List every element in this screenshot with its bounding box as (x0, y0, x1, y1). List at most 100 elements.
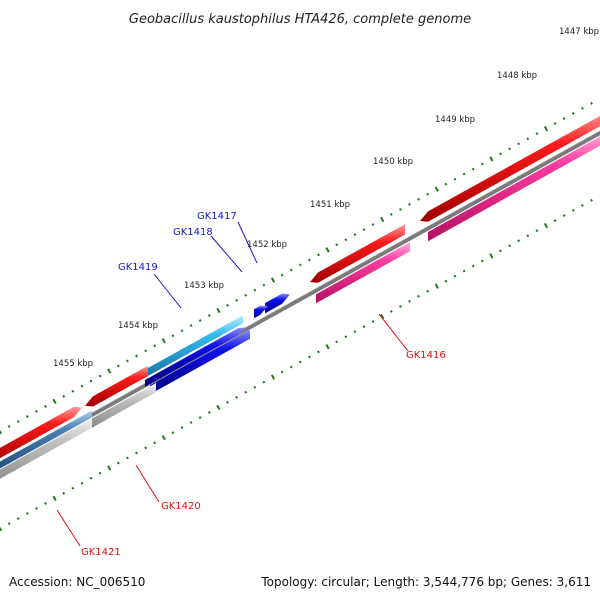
gene-gk1419[interactable] (140, 315, 243, 381)
gene-red-left[interactable] (0, 406, 82, 464)
ruler-tick (499, 152, 502, 156)
ruler-tick (89, 379, 93, 383)
ruler-tick (280, 370, 284, 374)
ruler-tick (408, 202, 411, 206)
ruler-tick (71, 486, 75, 490)
ruler-tick (189, 324, 193, 328)
ruler-tick (80, 481, 84, 485)
ruler-tick (244, 390, 248, 394)
ruler-tick (389, 213, 393, 216)
kbp-label: 1450 kbp (373, 157, 413, 167)
ruler-tick (489, 253, 494, 259)
gene-pink-mid[interactable] (316, 242, 410, 304)
ruler-tick (462, 269, 466, 273)
ruler-tick (353, 233, 357, 237)
ruler-tick (317, 350, 320, 354)
gene-label-gk1416[interactable]: GK1416 (406, 350, 446, 361)
ruler-tick (270, 277, 276, 283)
gene-track (0, 110, 600, 485)
ruler-tick (571, 112, 575, 115)
ruler-tick (16, 420, 20, 423)
gene-label-gk1417[interactable]: GK1417 (197, 211, 237, 222)
gene-gk1421-steel[interactable] (0, 410, 92, 475)
ruler-tick (235, 298, 238, 302)
ruler-tick (135, 354, 138, 358)
ruler-tick (262, 283, 266, 287)
gk1417-leader (237, 221, 258, 264)
ruler-tick (207, 314, 211, 317)
gk1416-leader (378, 313, 409, 352)
ruler-tick (253, 385, 257, 389)
ruler-tick (344, 335, 348, 339)
ruler-tick (0, 429, 3, 435)
accession-text: Accession: NC_006510 (9, 575, 146, 589)
kbp-label: 1453 kbp (184, 281, 224, 291)
ruler-tick (116, 364, 120, 368)
ruler-tick (408, 299, 411, 303)
ruler-tick (426, 192, 430, 196)
ruler-tick (526, 137, 530, 141)
ruler-tick (7, 425, 11, 429)
gene-label-gk1418[interactable]: GK1418 (173, 227, 213, 238)
gene-blue-a[interactable] (145, 327, 246, 387)
ruler-tick (453, 274, 457, 278)
ruler-tick (244, 293, 248, 297)
gk1420-leader (135, 464, 160, 503)
gene-gk1416-lower[interactable] (310, 224, 405, 283)
ruler-tick (471, 264, 475, 268)
ruler-tick (289, 365, 293, 369)
ruler-tick (98, 471, 102, 475)
ruler-tick (489, 156, 494, 162)
gene-gk1417[interactable] (265, 293, 290, 314)
gene-label-gk1421[interactable]: GK1421 (81, 547, 121, 558)
ruler-tick (216, 404, 221, 411)
backbone-line (0, 131, 600, 469)
gene-label-gk1420[interactable]: GK1420 (161, 501, 201, 512)
ruler-tick (308, 258, 311, 262)
ruler-tick (571, 209, 575, 212)
gene-gray-mid[interactable] (92, 383, 156, 428)
kbp-label: 1451 kbp (310, 200, 350, 210)
gene-gk1416-upper[interactable] (420, 110, 600, 222)
ruler-tick (308, 355, 311, 359)
ruler-tick (371, 223, 375, 226)
ruler-tick (389, 310, 393, 313)
kbp-label: 1449 kbp (435, 115, 475, 125)
gene-gk1418[interactable] (254, 305, 268, 319)
ruler-tick (325, 344, 330, 350)
ruler-tick (52, 398, 57, 404)
ruler-tick (62, 394, 66, 398)
ruler-tick (135, 451, 138, 455)
ruler-tick (590, 101, 593, 105)
ruler-tick (581, 204, 584, 207)
ruler-tick (325, 247, 330, 253)
ruler-tick (434, 283, 439, 289)
ruler-tick (434, 186, 439, 192)
ruler-tick (161, 338, 166, 344)
gene-pink-right[interactable] (428, 131, 600, 242)
ruler-tick (543, 125, 549, 132)
ruler-tick (399, 208, 402, 211)
ruler-tick (198, 319, 202, 322)
ruler-tick (526, 234, 530, 238)
gene-gk1420[interactable] (85, 365, 148, 407)
ruler-tick (508, 147, 511, 151)
ruler-tick (235, 395, 238, 399)
gene-blue-b[interactable] (150, 329, 250, 395)
ruler-tick (153, 441, 157, 445)
map-title: Geobacillus kaustophilus HTA426, complet… (129, 12, 471, 27)
gk1418-leader (210, 235, 243, 273)
ruler-tick (480, 162, 484, 166)
ruler-tick (226, 400, 229, 404)
gene-gk1421-gray[interactable] (0, 418, 92, 485)
ruler-tick (107, 465, 112, 471)
gene-label-gk1419[interactable]: GK1419 (118, 262, 158, 273)
ruler-tick (107, 368, 112, 374)
ruler-tick (444, 182, 448, 186)
ruler-tick (262, 380, 266, 384)
ruler-tick (335, 340, 339, 344)
ruler-tick (480, 259, 484, 263)
ruler-tick (180, 329, 184, 333)
